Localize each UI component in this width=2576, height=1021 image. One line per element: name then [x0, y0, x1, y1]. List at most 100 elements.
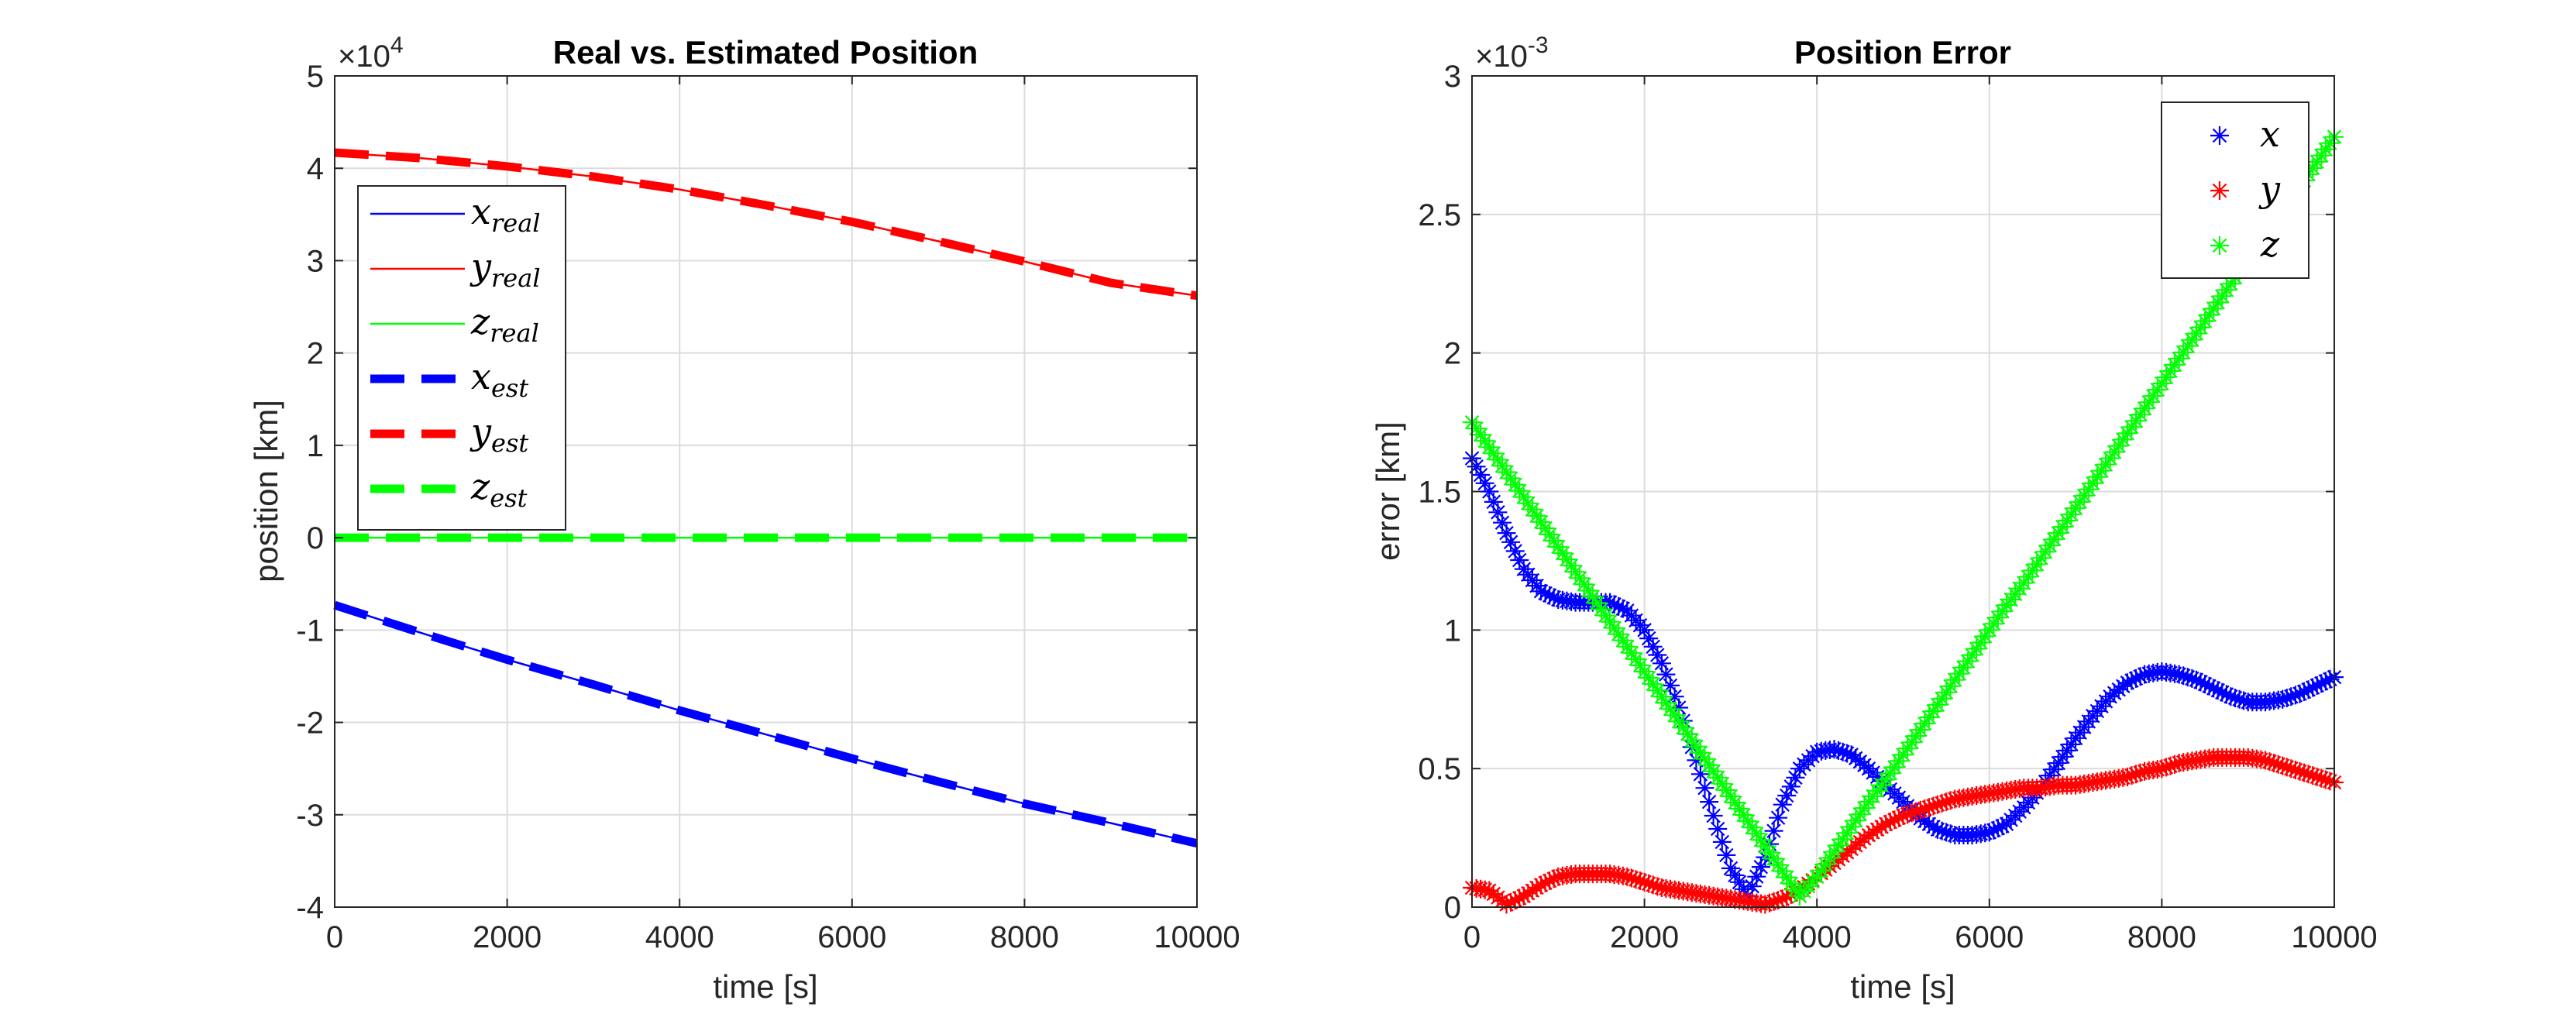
data-point-z	[2135, 399, 2155, 418]
data-point-y	[1764, 892, 1783, 911]
data-point-z	[2075, 486, 2094, 505]
data-point-z	[1670, 712, 1689, 731]
data-point-y	[1868, 820, 1887, 839]
data-point-x	[1979, 823, 1999, 842]
legend-box	[357, 185, 566, 531]
data-point-z	[1781, 874, 1800, 893]
data-point-y	[1915, 799, 1935, 818]
legend-label-x_real: xreal	[471, 191, 541, 238]
data-point-x	[2199, 676, 2219, 696]
data-point-x	[1665, 687, 1684, 706]
data-point-z	[2307, 152, 2327, 171]
data-point-z	[2196, 311, 2215, 331]
data-point-y	[1532, 875, 1550, 895]
y-tick-label: 4	[307, 152, 324, 186]
data-point-z	[1825, 842, 1844, 861]
data-point-z	[1635, 662, 1654, 681]
x-tick-label: 2000	[1610, 920, 1679, 954]
legend-box	[2161, 101, 2309, 279]
data-point-z	[1553, 544, 1572, 563]
data-point-x	[1687, 751, 1706, 770]
data-point-y	[1924, 796, 1943, 816]
data-point-x	[2277, 689, 2296, 707]
data-point-x	[1734, 879, 1753, 899]
data-point-x	[1604, 595, 1624, 614]
data-point-z	[2152, 374, 2172, 393]
data-point-z	[2058, 511, 2076, 531]
data-point-x	[2045, 760, 2064, 779]
data-point-z	[1493, 456, 1512, 476]
data-point-y	[1501, 892, 1521, 912]
data-point-x	[1984, 820, 2003, 840]
data-point-z	[1673, 718, 1693, 737]
data-point-x	[1928, 820, 1947, 839]
data-point-z	[1734, 806, 1753, 825]
data-point-y	[2303, 766, 2323, 786]
data-point-z	[1885, 758, 1904, 777]
data-point-z	[1661, 700, 1680, 719]
data-point-z	[2117, 424, 2137, 443]
x-tick-label: 8000	[990, 920, 1059, 954]
data-point-x	[1467, 457, 1486, 476]
data-point-z	[1609, 624, 1628, 644]
data-point-z	[1949, 664, 1969, 683]
data-point-z	[1471, 425, 1491, 445]
data-point-x	[1777, 786, 1797, 805]
data-point-z	[1639, 669, 1659, 687]
y-axis-label: error [km]	[1370, 421, 1406, 561]
data-point-z	[1700, 755, 1719, 775]
legend-label-x_est: xest	[471, 356, 528, 403]
data-point-z	[2182, 330, 2202, 349]
data-point-x	[1648, 645, 1667, 665]
data-point-x	[2285, 686, 2305, 705]
legend-label-x: x	[2260, 113, 2280, 155]
x-tick-label: 2000	[473, 920, 542, 954]
chart-title: Real vs. Estimated Position	[553, 34, 978, 70]
data-point-x	[1532, 582, 1550, 601]
data-point-x	[1712, 832, 1732, 851]
data-point-z	[2186, 324, 2206, 343]
data-point-z	[1540, 524, 1560, 544]
data-point-z	[1976, 627, 1995, 646]
data-point-y	[2161, 756, 2180, 775]
data-point-x	[1652, 654, 1671, 673]
data-point-x	[2273, 689, 2292, 709]
data-point-x	[1656, 665, 1676, 684]
data-point-z	[2096, 455, 2116, 474]
data-point-z	[1708, 768, 1728, 787]
data-point-z	[1786, 880, 1805, 899]
data-point-z	[1880, 764, 1900, 783]
data-point-x	[2204, 679, 2223, 698]
legend-label-y: y	[2258, 168, 2281, 210]
data-point-y	[1760, 893, 1779, 913]
data-point-z	[2161, 361, 2180, 380]
data-point-z	[1842, 817, 1861, 837]
data-point-z	[1807, 867, 1827, 886]
data-point-x	[1510, 551, 1529, 569]
data-point-x	[2062, 734, 2081, 754]
data-point-x	[1704, 806, 1723, 825]
data-point-z	[1626, 649, 1646, 669]
data-point-z	[1648, 681, 1667, 700]
data-point-x	[2290, 684, 2309, 703]
data-point-z	[1544, 531, 1563, 550]
legend-label-z: z	[2260, 223, 2280, 265]
data-point-x	[1742, 877, 1762, 896]
y-tick-label: 3	[1444, 60, 1461, 94]
data-point-z	[1712, 774, 1732, 793]
data-point-x	[2178, 668, 2197, 687]
x-axis-label: time [s]	[713, 968, 817, 1005]
data-point-y	[1514, 886, 1533, 906]
data-point-x	[1725, 865, 1745, 885]
data-point-z	[1730, 799, 1749, 818]
data-point-z	[1889, 751, 1908, 771]
y-exponent-label: ×104	[338, 33, 404, 74]
data-point-x	[2191, 672, 2210, 692]
legend-marker-z	[2210, 236, 2229, 255]
data-point-z	[2303, 158, 2323, 177]
data-point-y	[1893, 806, 1913, 825]
data-point-x	[2208, 681, 2227, 700]
data-point-x	[1471, 466, 1491, 484]
data-point-z	[2217, 280, 2236, 300]
